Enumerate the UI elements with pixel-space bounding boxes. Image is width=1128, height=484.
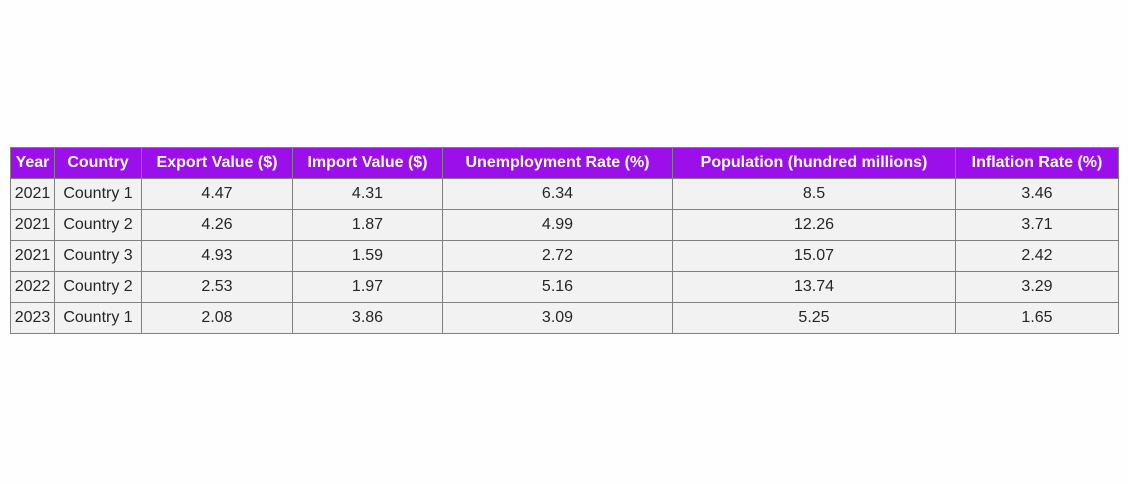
cell-export-value: 2.08 (141, 302, 293, 334)
cell-export-value: 4.47 (141, 178, 293, 210)
cell-unemployment-rate: 6.34 (442, 178, 673, 210)
cell-year: 2023 (10, 302, 55, 334)
cell-population: 15.07 (672, 240, 956, 272)
cell-population: 5.25 (672, 302, 956, 334)
cell-inflation-rate: 3.71 (955, 209, 1119, 241)
table-row: 2021 Country 3 4.93 1.59 2.72 15.07 2.42 (10, 240, 1119, 272)
cell-import-value: 4.31 (292, 178, 443, 210)
cell-inflation-rate: 1.65 (955, 302, 1119, 334)
cell-export-value: 4.93 (141, 240, 293, 272)
cell-export-value: 4.26 (141, 209, 293, 241)
cell-import-value: 3.86 (292, 302, 443, 334)
table-row: 2023 Country 1 2.08 3.86 3.09 5.25 1.65 (10, 302, 1119, 334)
header-import-value: Import Value ($) (292, 147, 443, 179)
table-row: 2021 Country 1 4.47 4.31 6.34 8.5 3.46 (10, 178, 1119, 210)
table-row: 2022 Country 2 2.53 1.97 5.16 13.74 3.29 (10, 271, 1119, 303)
cell-unemployment-rate: 2.72 (442, 240, 673, 272)
cell-export-value: 2.53 (141, 271, 293, 303)
cell-year: 2021 (10, 240, 55, 272)
header-inflation-rate: Inflation Rate (%) (955, 147, 1119, 179)
header-unemployment-rate: Unemployment Rate (%) (442, 147, 673, 179)
header-year: Year (10, 147, 55, 179)
table-row: 2021 Country 2 4.26 1.87 4.99 12.26 3.71 (10, 209, 1119, 241)
header-population: Population (hundred millions) (672, 147, 956, 179)
cell-year: 2021 (10, 178, 55, 210)
cell-year: 2022 (10, 271, 55, 303)
cell-population: 13.74 (672, 271, 956, 303)
cell-country: Country 2 (54, 271, 142, 303)
cell-country: Country 2 (54, 209, 142, 241)
cell-population: 12.26 (672, 209, 956, 241)
cell-country: Country 3 (54, 240, 142, 272)
cell-unemployment-rate: 4.99 (442, 209, 673, 241)
cell-inflation-rate: 2.42 (955, 240, 1119, 272)
cell-unemployment-rate: 5.16 (442, 271, 673, 303)
table-header: Year Country Export Value ($) Import Val… (10, 147, 1119, 179)
cell-year: 2021 (10, 209, 55, 241)
cell-import-value: 1.87 (292, 209, 443, 241)
cell-import-value: 1.97 (292, 271, 443, 303)
table-body: 2021 Country 1 4.47 4.31 6.34 8.5 3.46 2… (10, 178, 1119, 334)
cell-country: Country 1 (54, 302, 142, 334)
header-row: Year Country Export Value ($) Import Val… (10, 147, 1119, 179)
cell-country: Country 1 (54, 178, 142, 210)
header-export-value: Export Value ($) (141, 147, 293, 179)
cell-inflation-rate: 3.46 (955, 178, 1119, 210)
cell-population: 8.5 (672, 178, 956, 210)
header-country: Country (54, 147, 142, 179)
cell-import-value: 1.59 (292, 240, 443, 272)
cell-inflation-rate: 3.29 (955, 271, 1119, 303)
data-table: Year Country Export Value ($) Import Val… (10, 147, 1119, 334)
cell-unemployment-rate: 3.09 (442, 302, 673, 334)
